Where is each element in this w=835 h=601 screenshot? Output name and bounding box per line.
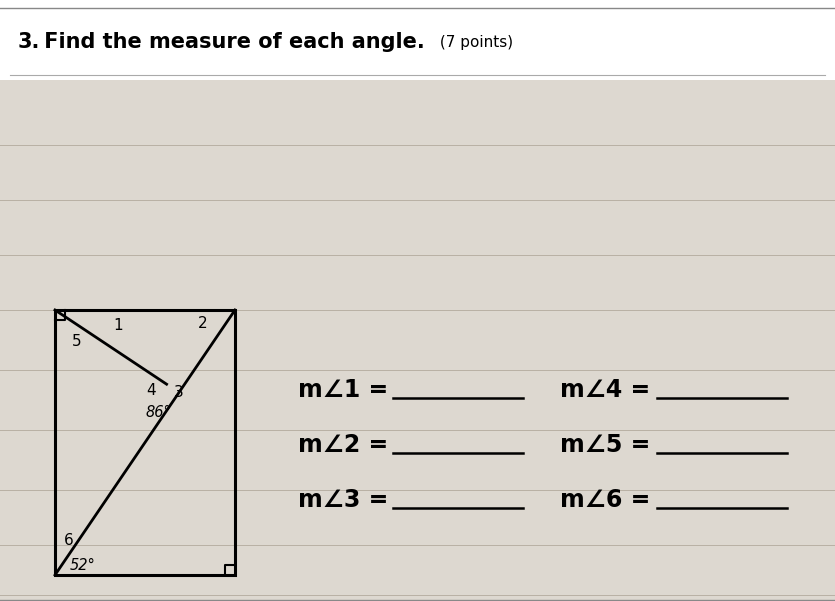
Text: 52°: 52° (70, 558, 96, 573)
Text: m∠4 =: m∠4 = (560, 378, 650, 402)
Bar (0, 80, 835, 600)
Text: m∠6 =: m∠6 = (560, 488, 650, 512)
Text: m∠2 =: m∠2 = (298, 433, 388, 457)
Text: (7 points): (7 points) (435, 34, 514, 49)
Text: 5: 5 (72, 334, 82, 349)
Text: 1: 1 (114, 319, 123, 334)
Text: m∠3 =: m∠3 = (298, 488, 388, 512)
Text: 6: 6 (64, 533, 73, 548)
Bar (55, 310, 235, 575)
Text: 2: 2 (198, 317, 207, 332)
Bar (0, 0, 835, 80)
Text: 86°: 86° (145, 404, 171, 419)
Text: 4: 4 (146, 383, 155, 398)
Text: m∠5 =: m∠5 = (560, 433, 650, 457)
Text: 3: 3 (174, 385, 184, 400)
Text: Find the measure of each angle.: Find the measure of each angle. (37, 32, 425, 52)
Text: m∠1 =: m∠1 = (298, 378, 388, 402)
Text: 3.: 3. (18, 32, 40, 52)
Bar (0, 80, 835, 600)
